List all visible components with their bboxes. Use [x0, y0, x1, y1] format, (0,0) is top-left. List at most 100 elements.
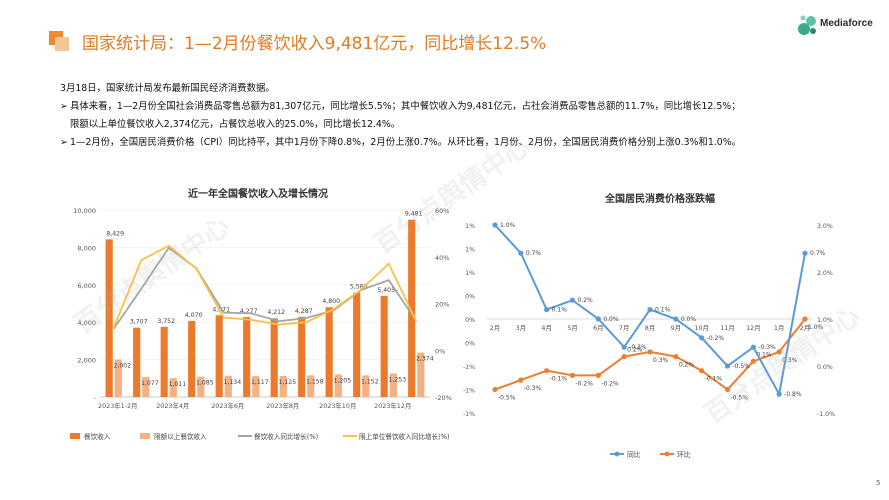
bar-limited — [362, 375, 370, 397]
bullet-2: ➢ 1—2月份，全国居民消费价格（CPI）同比持平，其中1月份下降0.8%，2月份… — [60, 134, 870, 152]
point-mom — [699, 368, 705, 374]
bar-limited-label: 1,158 — [306, 378, 324, 385]
y-right-tick-label: -20% — [435, 394, 452, 402]
bar-limited-label: 1,205 — [333, 377, 351, 384]
bar-revenue-label: 3,752 — [157, 318, 175, 325]
point-yoy — [673, 316, 679, 322]
bar-limited — [389, 373, 397, 397]
bar-revenue — [353, 292, 361, 397]
point-mom — [673, 354, 679, 360]
point-mom — [569, 372, 576, 378]
point-mom — [544, 368, 550, 374]
bar-limited — [279, 375, 287, 397]
bar-revenue — [215, 315, 223, 397]
bar-limited — [252, 376, 260, 397]
legend-label: 限上单位餐饮收入同比增长(%) — [359, 432, 450, 441]
y-left-tick-label: 1% — [465, 247, 475, 254]
x-tick-label: 8月 — [645, 324, 655, 332]
point-mom — [802, 316, 808, 322]
label-yoy: -0.8% — [784, 391, 802, 398]
point-yoy — [647, 307, 653, 313]
point-yoy — [492, 222, 498, 228]
y-left-tick-label: -1% — [463, 411, 475, 418]
point-yoy — [595, 316, 601, 322]
label-mom: 0.3% — [653, 357, 669, 364]
bar-revenue — [133, 327, 141, 397]
label-mom: -0.2% — [601, 380, 619, 387]
legend-label: 同比 — [627, 450, 641, 459]
summary-line: 3月18日，国家统计局发布最新国民经济消费数据。 — [60, 83, 275, 94]
y-left-tick-label: 0% — [465, 341, 475, 348]
page-title: 国家统计局：1—2月份餐饮收入9,481亿元，同比增长12.5% — [82, 34, 547, 54]
bar-limited-label: 1,152 — [361, 378, 379, 385]
point-yoy — [724, 363, 731, 369]
x-tick-label: 7月 — [619, 324, 629, 332]
y-right-tick-label: 20% — [435, 301, 449, 309]
point-mom — [518, 377, 524, 383]
x-tick-label: 1月 — [774, 324, 784, 332]
label-mom: -0.5% — [498, 395, 516, 402]
bar-revenue-label: 4,800 — [322, 298, 340, 305]
bar-limited-label: 1,077 — [141, 380, 159, 387]
label-mom: 1.0% — [808, 324, 824, 331]
label-yoy: 1.0% — [500, 222, 516, 229]
bar-revenue-label: 4,277 — [240, 308, 258, 315]
x-tick-label: 10月 — [694, 324, 709, 332]
y-left-tick-label: 10,000 — [73, 207, 96, 215]
point-mom — [647, 349, 653, 355]
label-yoy: -0.2% — [707, 335, 725, 342]
bar-revenue — [160, 326, 168, 397]
bar-limited — [224, 375, 232, 397]
x-tick-label: 9月 — [671, 324, 681, 332]
label-yoy: 0.1% — [655, 307, 671, 314]
bar-revenue — [243, 317, 251, 397]
y-right-tick-label: 2.0% — [817, 270, 833, 277]
point-mom — [595, 372, 601, 378]
point-yoy — [750, 344, 756, 350]
bar-revenue-label: 9,481 — [405, 211, 423, 218]
bar-revenue-label: 5,580 — [350, 284, 368, 291]
x-tick-label: 4月 — [541, 324, 551, 332]
bar-limited-label: 2,002 — [113, 363, 131, 370]
bar-limited — [169, 378, 177, 397]
y-left-tick-label: 0% — [465, 294, 475, 301]
legend-marker — [664, 451, 670, 457]
bullet-icon: ➢ — [60, 101, 68, 112]
point-yoy — [621, 344, 627, 350]
x-tick-label: 2月 — [490, 324, 500, 332]
bar-limited — [334, 374, 342, 397]
label-yoy: -0.3% — [629, 344, 647, 351]
point-mom — [724, 386, 731, 393]
x-tick-label: 5月 — [567, 324, 577, 332]
bar-revenue — [105, 239, 113, 397]
label-mom: -0.1% — [550, 376, 568, 383]
mediaforce-logo: Mediaforce — [796, 12, 876, 38]
x-tick-label: 2023年6月 — [211, 401, 244, 410]
label-yoy: 0.7% — [526, 250, 542, 257]
bullet-1-continued: 限额以上单位餐饮收入2,374亿元，占餐饮总收入的25.0%，同比增长12.4%… — [70, 119, 401, 130]
bar-revenue-label: 5,405 — [377, 287, 395, 294]
x-tick-label: 2023年1-2月 — [98, 401, 137, 410]
bar-revenue — [325, 307, 333, 397]
x-tick-label: 3月 — [516, 324, 526, 332]
bar-limited — [307, 375, 315, 397]
bar-limited — [417, 352, 425, 397]
y-left-tick-label: 1% — [465, 270, 475, 277]
bar-revenue-label: 3,707 — [130, 319, 148, 326]
y-left-tick-label: 0% — [465, 317, 475, 324]
legend-label: 餐饮收入 — [84, 432, 111, 441]
y-right-tick-label: 0% — [435, 347, 445, 355]
header-mark-icon — [49, 31, 71, 53]
x-tick-label: 2023年8月 — [266, 401, 299, 410]
chart-restaurant-revenue: - 2,000 4,000 6,000 8,000 10,000 -20% 0% 20% 40% 6… — [70, 207, 452, 441]
label-yoy: 0.0% — [603, 316, 619, 323]
bar-limited-label: 1,125 — [278, 379, 296, 386]
line-growth — [112, 244, 418, 328]
y-left-tick-label: 2,000 — [77, 357, 96, 365]
y-left-tick-label: - — [94, 394, 97, 402]
bullet-1-text: 具体来看，1—2月份全国社会消费品零售总额为81,307亿元，同比增长5.5%；… — [70, 101, 741, 112]
x-tick-label: 2023年12月 — [374, 401, 411, 410]
bar-revenue-label: 4,070 — [185, 312, 203, 319]
label-mom: -0.2% — [576, 380, 594, 387]
label-yoy: -0.5% — [733, 363, 751, 370]
